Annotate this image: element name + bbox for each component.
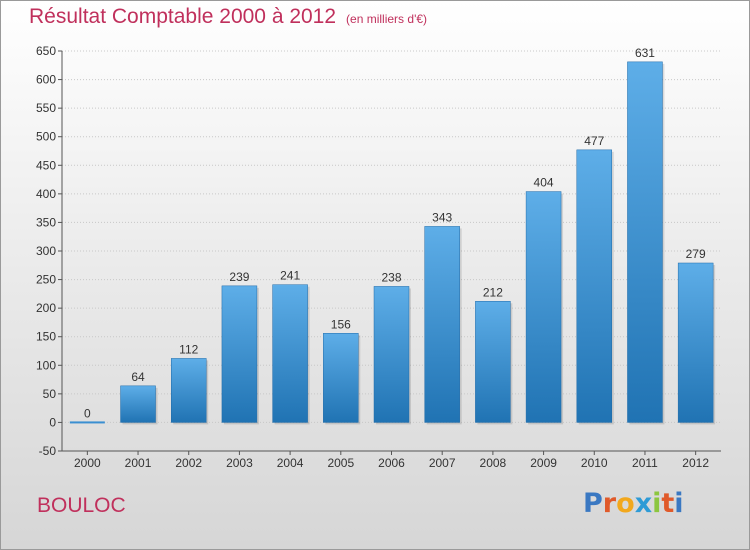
logo-letter: t — [661, 488, 675, 519]
chart-subtitle: (en milliers d'€) — [346, 12, 428, 26]
y-tick-label: 100 — [36, 358, 56, 372]
y-tick-label: 450 — [36, 158, 56, 172]
y-tick-label: 300 — [36, 244, 56, 258]
data-label: 279 — [686, 247, 706, 261]
logo-letter: r — [602, 488, 617, 519]
x-tick-label: 2006 — [378, 456, 405, 470]
chart-title: Résultat Comptable 2000 à 2012 (en millie… — [29, 5, 427, 29]
y-tick-label: -50 — [39, 444, 57, 458]
y-tick-label: 650 — [36, 44, 56, 58]
x-tick-label: 2001 — [125, 456, 152, 470]
x-tick-label: 2009 — [530, 456, 557, 470]
data-label: 404 — [534, 176, 554, 190]
data-label: 477 — [584, 134, 604, 148]
logo-letter: o — [616, 488, 635, 519]
bar — [170, 358, 207, 423]
y-tick-label: 150 — [36, 330, 56, 344]
logo-letter: x — [634, 488, 653, 519]
bar — [627, 61, 663, 423]
data-label: 238 — [381, 270, 401, 284]
data-label: 212 — [483, 285, 503, 299]
y-tick-label: 350 — [36, 215, 56, 229]
bar — [221, 285, 258, 423]
bar — [323, 333, 359, 423]
x-tick-label: 2005 — [327, 456, 354, 470]
x-tick-label: 2003 — [226, 456, 253, 470]
data-label: 239 — [229, 270, 249, 284]
bar — [475, 301, 511, 423]
bar — [120, 385, 156, 423]
y-tick-label: 0 — [49, 415, 56, 429]
bar — [525, 191, 562, 423]
logo-letter: i — [674, 488, 684, 519]
y-tick-label: 500 — [36, 130, 56, 144]
y-tick-label: 200 — [36, 301, 56, 315]
chart-title-text: Résultat Comptable 2000 à 2012 — [29, 5, 337, 28]
data-label: 343 — [432, 210, 452, 224]
bar — [272, 284, 308, 423]
bar — [576, 149, 613, 423]
y-tick-label: 50 — [43, 387, 57, 401]
x-tick-label: 2011 — [632, 456, 658, 470]
x-tick-label: 2010 — [581, 456, 608, 470]
data-label: 156 — [331, 317, 351, 331]
y-tick-label: 600 — [36, 73, 56, 87]
x-tick-label: 2004 — [277, 456, 304, 470]
data-label: 631 — [635, 46, 655, 60]
x-tick-label: 2007 — [429, 456, 456, 470]
y-tick-label: 250 — [36, 273, 56, 287]
data-label: 64 — [131, 370, 145, 384]
bar — [677, 262, 714, 423]
logo-letter: P — [583, 488, 603, 519]
proxiti-logo: Proxiti — [583, 488, 684, 519]
logo-letter: i — [652, 488, 662, 519]
data-label: 0 — [84, 406, 91, 420]
data-label: 241 — [280, 269, 300, 283]
x-tick-label: 2000 — [74, 456, 101, 470]
x-tick-label: 2008 — [480, 456, 507, 470]
y-tick-label: 550 — [36, 101, 56, 115]
bar — [424, 226, 460, 423]
x-tick-label: 2002 — [175, 456, 202, 470]
bar — [69, 421, 105, 424]
x-tick-label: 2012 — [682, 456, 709, 470]
bar — [373, 286, 410, 423]
commune-name: BOULOC — [37, 494, 126, 517]
data-label: 112 — [179, 342, 198, 356]
y-tick-label: 400 — [36, 187, 56, 201]
